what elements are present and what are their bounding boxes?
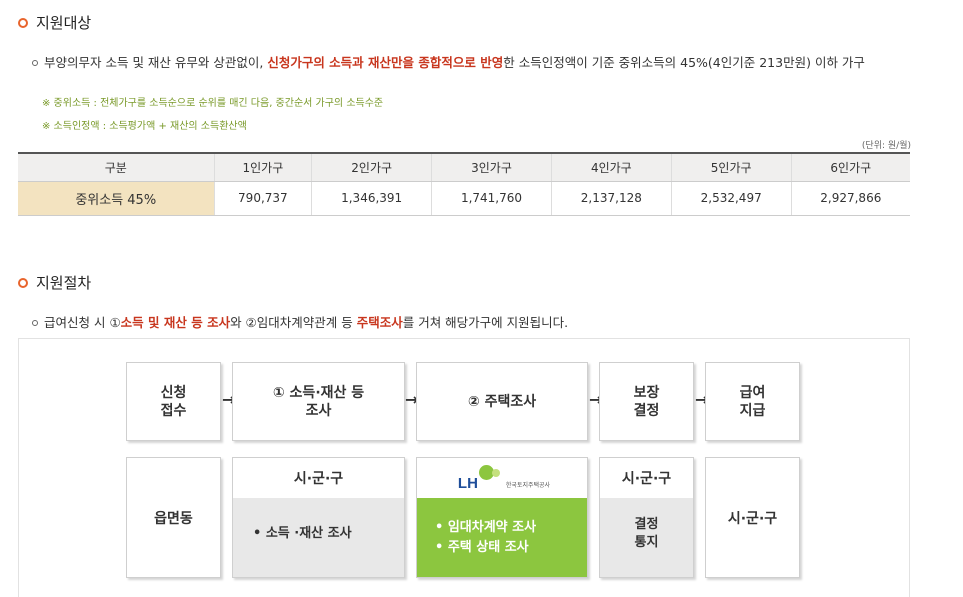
- agency-task: • 소득 ·재산 조사: [253, 526, 352, 541]
- table-header: 1인가구: [214, 152, 313, 182]
- procedure-description: 급여신청 시 ①소득 및 재산 등 조사와 ②임대차계약관계 등 주택조사를 거…: [32, 315, 912, 331]
- table-header: 6인가구: [791, 152, 910, 182]
- circle-bullet-icon: [18, 17, 28, 28]
- agency-si-gun-gu-payment: 시·군·구: [705, 457, 800, 578]
- note-recognized-income: ※ 소득인정액 : 소득평가액 + 재산의 소득환산액: [42, 121, 247, 132]
- table-cell: 2,137,128: [551, 181, 672, 216]
- highlight-text: 신청가구의 소득과 재산만을 종합적으로 반영: [267, 55, 504, 70]
- agency-eup-myeon-dong: 읍면동: [126, 457, 221, 578]
- agency-task: 결정 통지: [634, 517, 659, 550]
- step-housing-survey: ② 주택조사: [416, 362, 588, 441]
- section-title-text: 지원절차: [36, 274, 92, 292]
- agency-si-gun-gu-decision: 시·군·구 결정 통지: [599, 457, 694, 578]
- table-header-row: 구분 1인가구 2인가구 3인가구 4인가구 5인가구 6인가구: [18, 152, 910, 182]
- step-application: 신청 접수: [126, 362, 221, 441]
- step-decision: 보장 결정: [599, 362, 694, 441]
- table-header: 5인가구: [671, 152, 792, 182]
- note-median-income: ※ 중위소득 : 전체가구를 소득순으로 순위를 매긴 다음, 중간순서 가구의…: [42, 98, 384, 109]
- agency-si-gun-gu-survey: 시·군·구 • 소득 ·재산 조사: [232, 457, 405, 578]
- agency-task: • 임대차계약 조사: [435, 520, 537, 535]
- arrow-right-icon: →: [405, 390, 419, 409]
- step-income-survey: ① 소득·재산 등 조사: [232, 362, 405, 441]
- highlight-text: 주택조사: [356, 315, 403, 330]
- table-header: 구분: [18, 152, 215, 182]
- row-label: 중위소득 45%: [18, 181, 215, 216]
- bullet-icon: [32, 59, 38, 66]
- agency-task: • 주택 상태 조사: [435, 540, 529, 555]
- table-header: 2인가구: [311, 152, 433, 182]
- table-cell: 2,532,497: [671, 181, 792, 216]
- procedure-diagram: [18, 338, 910, 597]
- unit-label: (단위: 원/월): [861, 141, 911, 151]
- agency-head: 시·군·구: [621, 471, 672, 487]
- median-income-table: 구분 1인가구 2인가구 3인가구 4인가구 5인가구 6인가구 중위소득 45…: [18, 152, 910, 216]
- agency-body: • 소득 ·재산 조사: [233, 498, 404, 577]
- section-title-procedure: 지원절차: [18, 272, 91, 293]
- section-title-support-target: 지원대상: [18, 12, 91, 33]
- step-payment: 급여 지급: [705, 362, 800, 441]
- agency-head: 시·군·구: [293, 471, 344, 487]
- table-header: 3인가구: [431, 152, 552, 182]
- lh-logo: LH 한국토지주택공사: [417, 458, 587, 498]
- lh-logo-icon: LH: [454, 463, 506, 493]
- table-cell: 1,346,391: [311, 181, 433, 216]
- support-target-description: 부양의무자 소득 및 재산 유무와 상관없이, 신청가구의 소득과 재산만을 종…: [32, 55, 912, 71]
- agency-body: • 임대차계약 조사 • 주택 상태 조사: [417, 498, 587, 577]
- section-title-text: 지원대상: [36, 14, 92, 32]
- table-cell: 2,927,866: [791, 181, 910, 216]
- table-cell: 790,737: [214, 181, 313, 216]
- agency-lh: LH 한국토지주택공사 • 임대차계약 조사 • 주택 상태 조사: [416, 457, 588, 578]
- circle-bullet-icon: [18, 277, 28, 288]
- highlight-text: 소득 및 재산 등 조사: [120, 315, 231, 330]
- table-header: 4인가구: [551, 152, 672, 182]
- table-row: 중위소득 45% 790,737 1,346,391 1,741,760 2,1…: [18, 181, 910, 216]
- table-cell: 1,741,760: [431, 181, 552, 216]
- bullet-icon: [32, 319, 38, 326]
- agency-body: 결정 통지: [600, 498, 693, 577]
